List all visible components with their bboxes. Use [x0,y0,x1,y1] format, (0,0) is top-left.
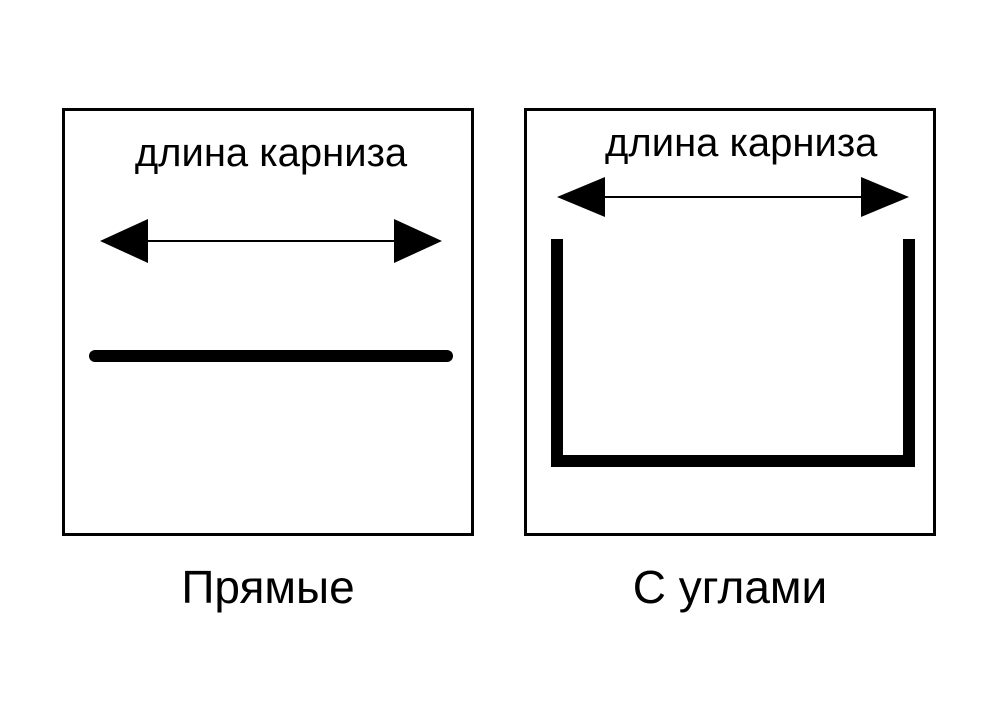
panel-straight: длина карниза [62,108,474,536]
caption-corners: С углами [633,560,828,614]
panel-corners: длина карниза [524,108,936,536]
panel-straight-svg [65,111,477,539]
caption-straight: Прямые [181,560,354,614]
diagram-canvas: длина карниза Прямые длина карниза С угл… [0,0,1000,718]
panel-corners-svg [527,111,939,539]
